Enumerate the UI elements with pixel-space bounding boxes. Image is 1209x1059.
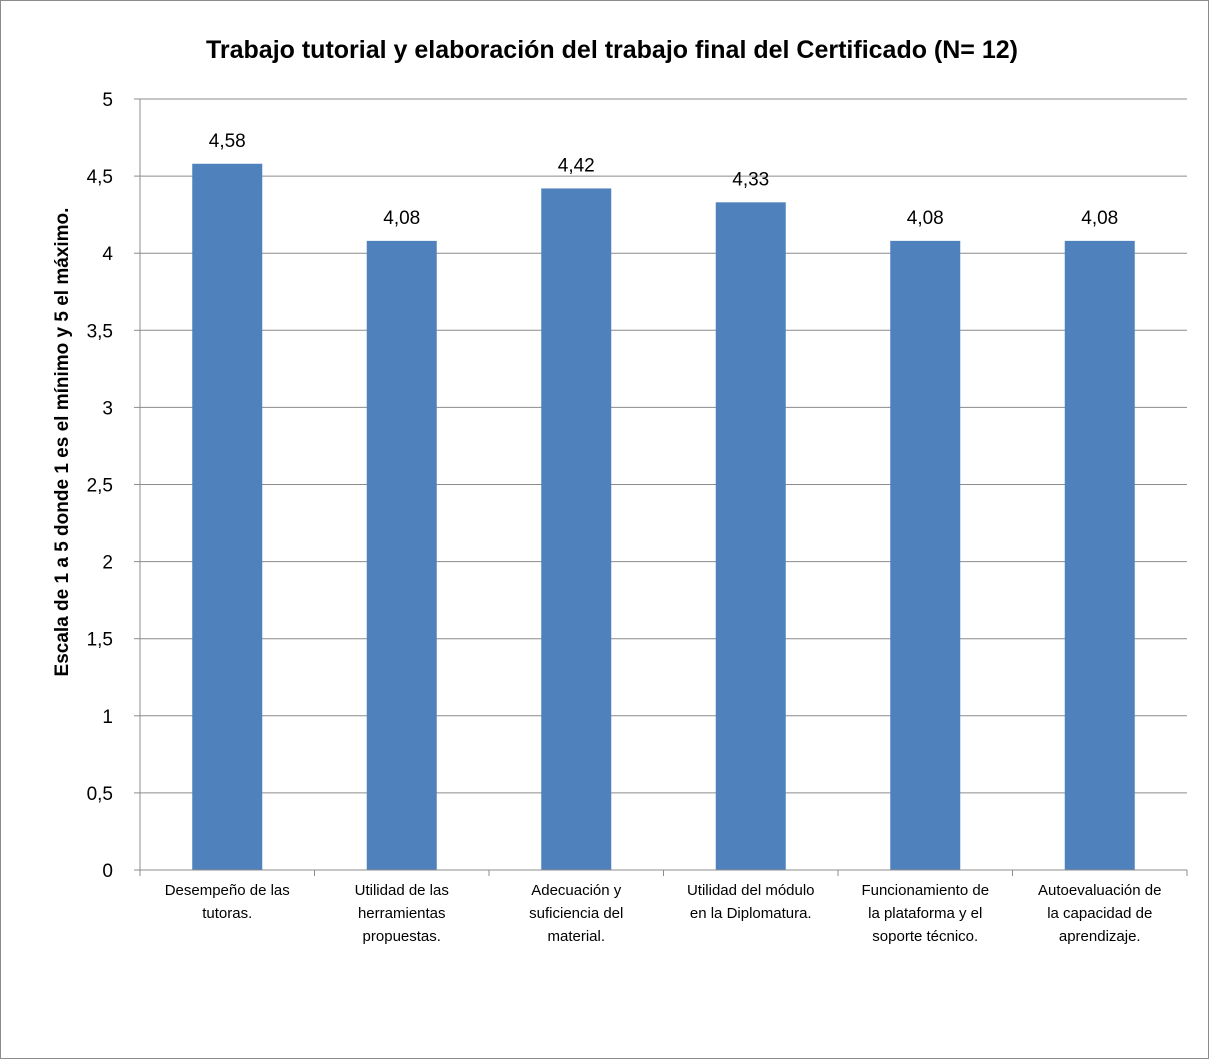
- gridlines: [140, 98, 1187, 794]
- x-tick-label-line: soporte técnico.: [872, 928, 978, 945]
- y-tick-label: 2,5: [87, 476, 113, 497]
- bars: [192, 163, 1135, 871]
- y-tick-label: 4,5: [87, 167, 113, 188]
- bar: [890, 240, 961, 870]
- data-label: 4,08: [907, 208, 944, 229]
- bar: [715, 202, 786, 871]
- x-tick-label-line: la plataforma y el: [868, 905, 982, 922]
- x-tick-label-line: Adecuación y: [531, 882, 622, 899]
- data-label: 4,58: [209, 131, 246, 152]
- y-tick-label: 1,5: [87, 630, 113, 651]
- y-tick-label: 3: [102, 398, 113, 419]
- y-tick-label: 4: [102, 244, 113, 265]
- data-label: 4,08: [1081, 208, 1118, 229]
- y-tick-label: 2: [102, 553, 113, 574]
- y-tick-label: 5: [102, 90, 113, 111]
- chart-title: Trabajo tutorial y elaboración del traba…: [206, 36, 1018, 64]
- x-tick-label-line: la capacidad de: [1047, 905, 1152, 922]
- x-tick-label-line: suficiencia del: [529, 905, 623, 922]
- x-tick-label: Autoevaluación de la capacidad de aprendiz…: [1038, 882, 1161, 945]
- x-tick-label-line: aprendizaje.: [1059, 928, 1141, 945]
- x-tick-labels: Desempeño de las tutoras. Utilidad de las h…: [165, 882, 1162, 945]
- data-label: 4,08: [383, 208, 420, 229]
- x-tick-label-line: Funcionamiento de: [861, 882, 989, 899]
- bar: [192, 163, 263, 870]
- y-tick-label: 1: [102, 707, 113, 728]
- x-tick-label: Utilidad del módulo en la Diplomatura.: [687, 882, 815, 922]
- data-labels: 4,58 4,08 4,42 4,33 4,08 4,08: [209, 131, 1118, 229]
- y-tick-label: 0: [102, 861, 113, 882]
- x-tick-label: Funcionamiento de la plataforma y el sopor…: [861, 882, 989, 945]
- x-tick-label: Adecuación y suficiencia del material.: [529, 882, 623, 945]
- y-tick-label: 3,5: [87, 321, 113, 342]
- x-tick-label-line: propuestas.: [363, 928, 441, 945]
- x-tick-label: Utilidad de las herramientas propuestas.: [355, 882, 449, 945]
- y-axis-label: Escala de 1 a 5 donde 1 es el mínimo y 5…: [52, 208, 73, 677]
- y-tick-label: 0,5: [87, 784, 113, 805]
- bar: [366, 240, 437, 870]
- x-tick-label-line: en la Diplomatura.: [690, 905, 812, 922]
- bar: [541, 188, 612, 870]
- x-tick-label: Desempeño de las tutoras.: [165, 882, 290, 922]
- x-tick-label-line: Desempeño de las: [165, 882, 290, 899]
- x-tick-label-line: material.: [547, 928, 605, 945]
- x-tick-label-line: Autoevaluación de: [1038, 882, 1161, 899]
- data-label: 4,33: [732, 169, 769, 190]
- x-tick-label-line: tutoras.: [202, 905, 252, 922]
- bar: [1064, 240, 1135, 870]
- x-tick-label-line: Utilidad de las: [355, 882, 449, 899]
- data-label: 4,42: [558, 155, 595, 176]
- x-tick-label-line: Utilidad del módulo: [687, 882, 815, 899]
- axes: [134, 98, 1188, 876]
- y-tick-labels: 0 0,5 1 1,5 2 2,5 3 3,5 4 4,5 5: [87, 90, 114, 882]
- x-tick-label-line: herramientas: [358, 905, 446, 922]
